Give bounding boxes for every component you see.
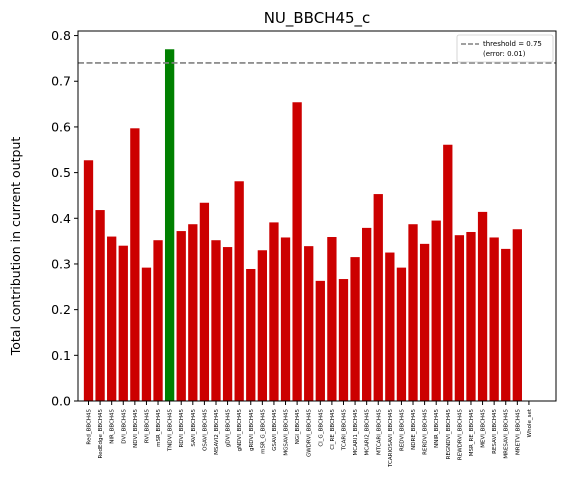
x-tick-label: mSR_G_BBCH45: [260, 409, 266, 454]
bar-NDRE_BBCH45: [408, 224, 418, 401]
x-tick-label: MTCARI_BBCH45: [376, 409, 382, 456]
x-ticks-group: Red_BBCH45 RedEdge_BBCH45 NIR_BBCH45 DVI_BB…: [87, 401, 533, 468]
y-tick-label: 0.8: [51, 28, 71, 43]
x-tick-label: MEVI_BBCH45: [481, 409, 487, 448]
y-tick-label: 0.3: [51, 256, 71, 271]
bar-REGNDVI_BBCH45: [443, 144, 453, 402]
x-tick-label: Whole_set: [527, 408, 533, 437]
x-tick-label: CI_G_BBCH45: [318, 409, 324, 447]
bar-mSR_BBCH45: [153, 240, 163, 401]
x-tick-label: RESAVI_BBCH45: [492, 408, 498, 453]
bar-GWDRVI_BBCH45: [304, 246, 314, 401]
x-tick-label: SAVI_BBCH45: [191, 409, 197, 447]
bar-gDVI_BBCH45: [222, 247, 233, 401]
bar-gNDVI_BBCH45: [234, 181, 244, 401]
y-axis-label: Total contribution in current output: [8, 137, 23, 357]
bar-NGI_BBCH45: [292, 102, 302, 401]
x-tick-label: gDVI_BBCH45: [226, 409, 232, 448]
bar-RVI_BBCH45: [141, 267, 152, 401]
axes-group: [77, 30, 557, 402]
bar-NDVI_BBCH45: [130, 128, 140, 402]
bar-NNIR_BBCH45: [431, 220, 441, 401]
bar-SAVI_BBCH45: [188, 224, 198, 401]
x-tick-label: GSAVI_BBCH45: [272, 409, 278, 451]
x-tick-label: OSAVI_BBCH45: [202, 409, 208, 451]
plot-frame: [77, 30, 557, 402]
x-tick-label: RVI_BBCH45: [144, 409, 150, 444]
bar-mSR_G_BBCH45: [257, 250, 267, 401]
bar-CI_G_BBCH45: [315, 280, 325, 401]
bar-RedEdge_BBCH45: [95, 210, 105, 401]
legend: threshold = 0.75 (error: 0.01): [456, 34, 554, 63]
x-tick-label: MSR_RE_BBCH45: [469, 409, 475, 457]
legend-label-line1: threshold = 0.75: [483, 40, 542, 48]
legend-box: [456, 34, 554, 63]
y-tick-label: 0.4: [51, 211, 71, 226]
x-tick-label: MGSAVI_BBCH45: [284, 409, 290, 456]
x-tick-label: RERDVI_BBCH45: [423, 409, 429, 455]
y-tick-label: 0.7: [51, 74, 71, 89]
x-tick-label: TCARIOSAVI_BBCH45: [388, 409, 394, 468]
x-tick-label: TCARI_BBCH45: [341, 409, 347, 452]
bar-RDVI_BBCH45: [176, 231, 186, 401]
bar-MSAVI2_BBCH45: [211, 240, 221, 401]
x-tick-label: NNIR_BBCH45: [434, 409, 440, 448]
x-tick-label: MCARI1_BBCH45: [353, 409, 359, 456]
x-tick-label: gRDVI_BBCH45: [249, 409, 255, 452]
x-tick-label: RDVI_BBCH45: [179, 409, 185, 448]
chart-title: NU_BBCH45_c: [264, 9, 371, 28]
x-tick-label: MSAVI2_BBCH45: [214, 409, 220, 455]
x-tick-label: mSR_BBCH45: [156, 409, 162, 447]
bar-MEVI_BBCH45: [477, 211, 488, 401]
x-tick-label: GWDRVI_BBCH45: [307, 409, 313, 458]
bar-OSAVI_BBCH45: [199, 202, 210, 401]
x-tick-label: NGI_BBCH45: [295, 409, 301, 445]
x-tick-label: MRETVI_BBCH45: [515, 409, 521, 455]
y-tick-label: 0.0: [51, 394, 71, 409]
y-tick-label: 0.2: [51, 302, 71, 317]
bar-TCARIOSAVI_BBCH45: [385, 252, 395, 401]
bar-MGSAVI_BBCH45: [280, 237, 291, 401]
bar-MTCARI_BBCH45: [373, 194, 383, 401]
bars-group: [83, 49, 522, 402]
bar-CI_RE_BBCH45: [327, 237, 337, 401]
x-tick-label: MRESAVI_BBCH45: [504, 409, 510, 459]
x-tick-label: REDVI_BBCH45: [399, 409, 405, 451]
bar-TCARI_BBCH45: [338, 279, 349, 401]
bar-TNDVI_BBCH45: [164, 49, 175, 402]
x-tick-label: TNDVI_BBCH45: [168, 409, 174, 453]
x-tick-label: DVI_BBCH45: [121, 409, 127, 444]
x-tick-label: gNDVI_BBCH45: [237, 409, 243, 452]
y-tick-label: 0.5: [51, 165, 71, 180]
x-tick-label: MCARI2_BBCH45: [365, 409, 371, 456]
bar-Red_BBCH45: [83, 160, 94, 401]
y-ticks-group: 0.0 0.1 0.2 0.3 0.4 0.5 0.6 0.7 0.8: [51, 28, 78, 409]
bar-RERDVI_BBCH45: [419, 243, 430, 401]
bar-MCARI2_BBCH45: [362, 227, 372, 401]
x-tick-label: NDRE_BBCH45: [411, 409, 417, 450]
legend-label-line2: (error: 0.01): [483, 50, 526, 58]
x-tick-label: REWDRVI_BBCH45: [457, 409, 463, 461]
bar-MSR_RE_BBCH45: [466, 231, 476, 401]
x-tick-label: NIR_BBCH45: [110, 409, 116, 444]
bar-RESAVI_BBCH45: [489, 237, 499, 401]
bar-MCARI1_BBCH45: [350, 257, 360, 401]
bar-NIR_BBCH45: [107, 236, 117, 401]
bar-REWDRVI_BBCH45: [454, 235, 465, 401]
bar-REDVI_BBCH45: [396, 267, 407, 401]
x-tick-label: CI_RE_BBCH45: [330, 409, 336, 450]
bar-MRETVI_BBCH45: [512, 229, 522, 401]
bar-gRDVI_BBCH45: [246, 268, 256, 401]
x-tick-label: RedEdge_BBCH45: [98, 409, 104, 459]
bar-MRESAVI_BBCH45: [501, 248, 511, 401]
bar-DVI_BBCH45: [118, 245, 128, 401]
x-tick-label: Red_BBCH45: [87, 409, 93, 445]
y-tick-label: 0.6: [51, 119, 71, 134]
y-tick-label: 0.1: [51, 348, 71, 363]
x-tick-label: REGNDVI_BBCH45: [446, 409, 452, 460]
x-tick-label: NDVI_BBCH45: [133, 409, 139, 448]
bar-GSAVI_BBCH45: [269, 222, 279, 401]
